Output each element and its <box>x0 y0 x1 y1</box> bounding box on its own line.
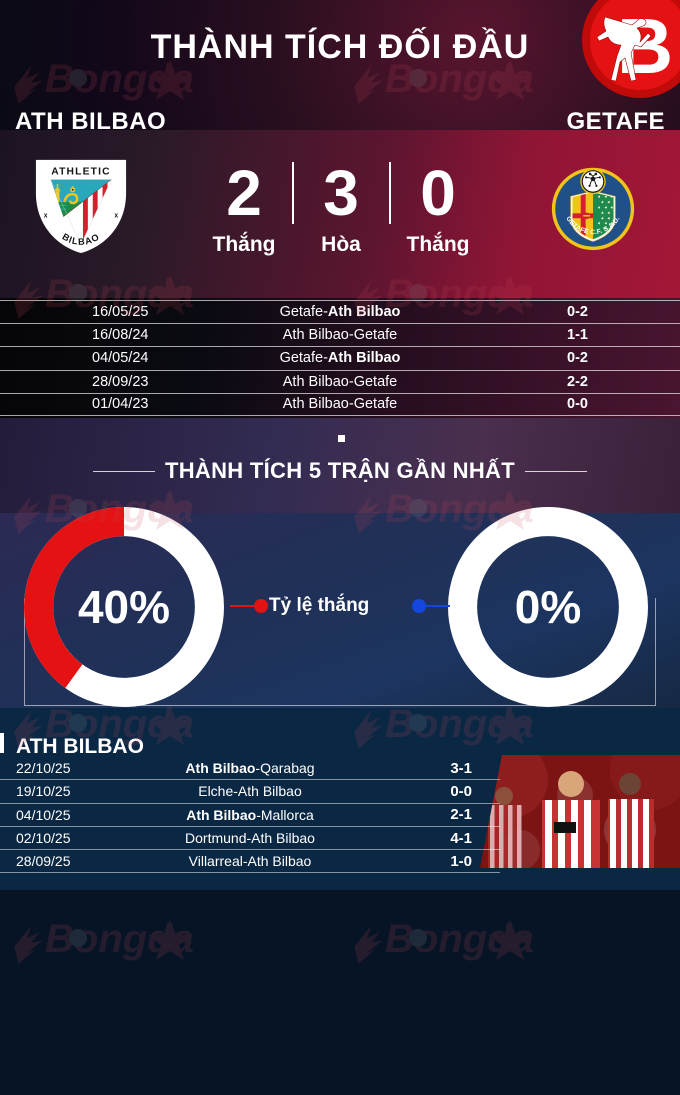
svg-text:x: x <box>44 213 48 220</box>
svg-text:x: x <box>114 213 118 220</box>
svg-text:ATHLETIC: ATHLETIC <box>51 167 110 178</box>
